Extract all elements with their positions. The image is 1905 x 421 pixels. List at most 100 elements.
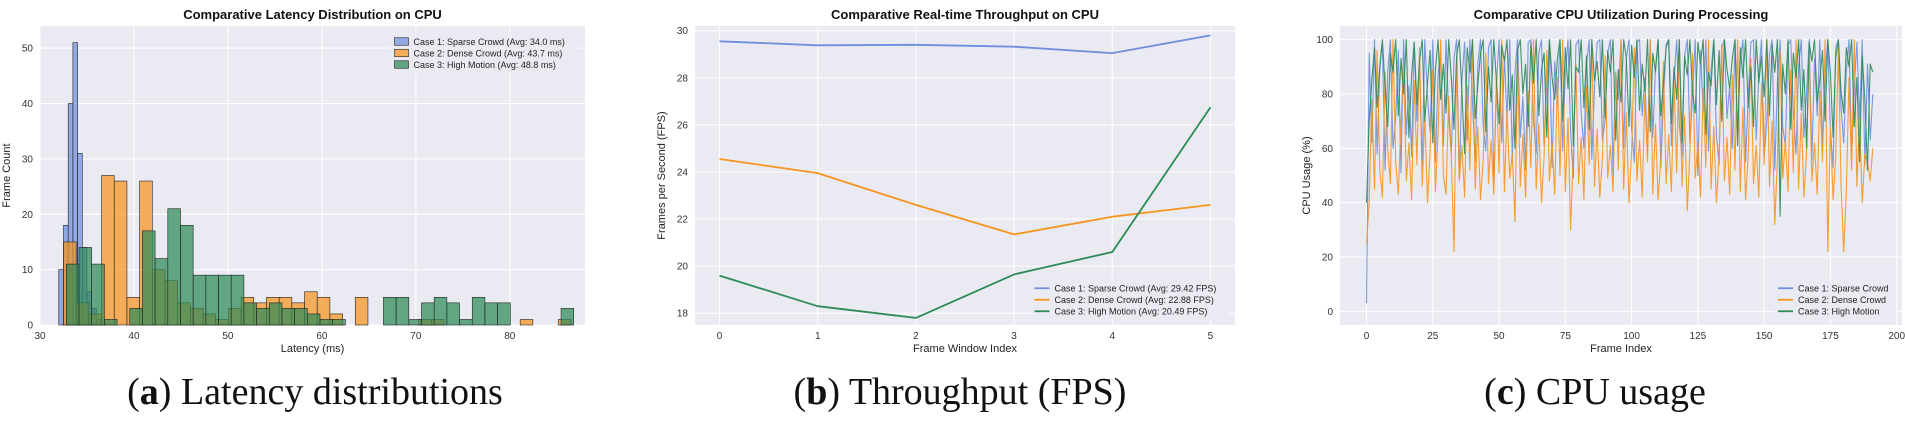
x-tick-label: 80 [504,331,516,342]
histogram-bar [395,297,410,326]
legend-box [389,32,579,73]
y-tick-label: 0 [27,321,33,332]
plot-marks [58,42,575,326]
x-axis-label: Frame Index [1590,343,1652,355]
histogram-bar [319,319,334,326]
x-tick-label: 3 [1011,331,1017,342]
y-axis-label: Frame Count [1,143,13,207]
latency-histogram-panel: 30 40 50 60 70 80 0 10 20 30 40 50 Comparative Laten… [1,7,585,355]
x-tick-label: 2 [913,331,919,342]
legend-label: Case 2: Dense Crowd (Avg: 22.88 FPS) [1055,295,1214,305]
x-tick-label: 1 [815,331,821,342]
throughput-line-panel: 0 1 2 3 4 5 18 20 22 24 26 28 30 Comparative Real-tim… [656,7,1235,355]
histogram-bar [205,274,219,326]
y-tick-label: 100 [1316,35,1333,46]
cpu-usage-line-panel: 0 25 50 75 100 125 150 175 200 0 20 40 60 80 100 Compar… [1301,7,1905,355]
histogram-bar [129,308,143,326]
caption-a: (a) Latency distributions [127,371,503,413]
caption-c: (c) CPU usage [1484,371,1706,413]
x-tick-label: 100 [1623,331,1640,342]
histogram-bar [497,302,511,326]
x-tick-label: 5 [1208,331,1214,342]
y-tick-label: 30 [22,154,34,165]
histogram-bar [294,308,308,326]
legend-label: Case 3: High Motion [1798,306,1880,316]
x-axis-label: Frame Window Index [913,343,1017,355]
histogram-bar [256,308,270,326]
y-tick-label: 30 [677,26,689,37]
legend-label: Case 3: High Motion (Avg: 48.8 ms) [414,60,556,70]
histogram-bar [142,230,156,326]
x-tick-label: 50 [222,331,234,342]
series-line-1 [719,34,1211,54]
legend: Case 1: Sparse Crowd Case 2: Dense CrowdC… [1774,278,1896,319]
histogram-bar [91,263,105,326]
legend-label: Case 1: Sparse Crowd [1798,283,1889,293]
x-tick-label: 125 [1690,331,1707,342]
legend-swatch [394,60,409,69]
legend-label: Case 2: Dense Crowd [1798,295,1886,305]
histogram-bar [332,319,346,326]
y-tick-label: 40 [22,99,34,110]
histogram-bar [243,302,257,326]
histogram-bar [484,302,498,326]
histogram-bar [307,313,321,326]
histogram-bar [408,319,422,326]
histogram-bar [446,302,460,326]
y-tick-label: 10 [22,265,34,276]
histogram-bar [383,297,397,326]
plot-area [40,26,585,325]
x-tick-label: 0 [717,331,723,342]
x-tick-label: 175 [1822,331,1839,342]
histogram-bar [433,297,448,326]
x-tick-label: 75 [1560,331,1572,342]
histogram-bar [180,225,194,326]
y-tick-label: 26 [677,120,689,131]
chart-title: Comparative Real-time Throughput on CPU [831,7,1099,22]
histogram-bar [66,263,80,326]
y-tick-label: 0 [1327,307,1333,318]
legend-swatch [394,48,409,58]
histogram-bar [167,208,181,326]
histogram-bar [560,308,575,326]
x-tick-label: 200 [1888,331,1905,342]
y-axis-label: Frames per Second (FPS) [656,111,668,239]
plot-marks [1365,39,1874,304]
histogram-bar [192,274,207,326]
histogram-bar [519,319,534,326]
y-axis-label: CPU Usage (%) [1301,136,1313,214]
legend-label: Case 1: Sparse Crowd (Avg: 29.42 FPS) [1055,283,1217,293]
y-tick-label: 60 [1322,144,1334,155]
caption-b: (b) Throughput (FPS) [793,371,1127,413]
series-line-2 [1365,39,1874,253]
histogram-bar [78,247,92,326]
chart-title: Comparative CPU Utilization During Proce… [1474,7,1769,22]
legend-box [1774,278,1896,319]
y-tick-label: 28 [677,73,689,84]
legend-label: Case 2: Dense Crowd (Avg: 43.7 ms) [414,48,563,58]
x-tick-label: 150 [1756,331,1773,342]
y-tick-label: 22 [677,215,689,226]
y-tick-label: 80 [1322,89,1334,100]
series-line-2 [719,158,1211,236]
x-tick-label: 25 [1427,331,1439,342]
plot-marks [719,34,1212,319]
y-tick-label: 24 [677,167,689,178]
histogram-bar [154,258,169,326]
x-tick-label: 50 [1493,331,1505,342]
y-tick-label: 50 [22,44,34,55]
x-tick-label: 0 [1364,331,1370,342]
legend-label: Case 1: Sparse Crowd (Avg: 34.0 ms) [414,37,565,47]
series-line-3 [719,106,1212,319]
y-tick-label: 18 [677,309,689,320]
legend-label: Case 3: High Motion (Avg: 20.49 FPS) [1055,306,1208,316]
histogram-bar [218,274,232,326]
legend-box [1030,278,1229,319]
legend: Case 1: Sparse Crowd (Avg: 34.0 ms)Case … [389,32,579,73]
histogram-bar [354,297,369,326]
y-tick-label: 40 [1322,198,1334,209]
histogram-bar [281,308,295,326]
histogram-bar [58,269,64,326]
histogram-bar [421,302,435,326]
histogram-bar [268,302,283,326]
